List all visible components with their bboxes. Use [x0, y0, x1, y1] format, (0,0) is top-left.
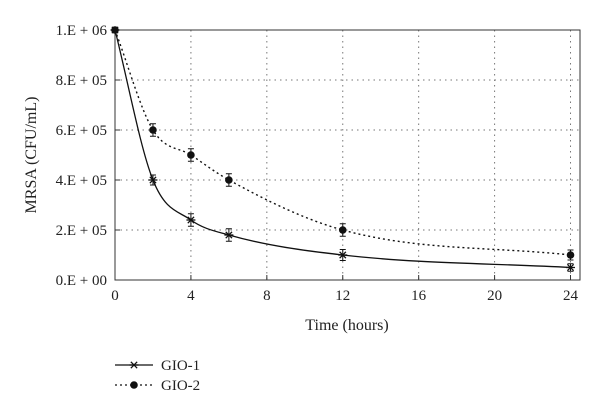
legend: GIO-1 GIO-2 — [115, 358, 200, 394]
data-point-gio-2 — [149, 126, 157, 134]
data-point-gio-2 — [338, 226, 347, 234]
asterisk-stroke — [225, 231, 233, 239]
x-tick-label: 8 — [263, 288, 271, 304]
legend-label-gio-2: GIO-2 — [161, 378, 200, 394]
y-tick-label: 1.E + 06 — [56, 23, 108, 39]
data-point-gio-1 — [338, 251, 348, 259]
x-tick-label: 24 — [563, 288, 579, 304]
y-tick-label: 8.E + 05 — [56, 73, 107, 89]
x-axis: 0 4 8 12 16 20 24 — [111, 275, 579, 304]
asterisk-stroke — [149, 176, 157, 184]
data-point-gio-2 — [566, 251, 575, 259]
legend-marker-gio-1 — [129, 361, 139, 369]
legend-item-gio-2: GIO-2 — [115, 378, 200, 394]
y-axis-label: MRSA (CFU/mL) — [23, 97, 40, 214]
plot-frame — [114, 29, 581, 281]
asterisk-stroke — [339, 251, 347, 259]
y-tick-label: 0.E + 00 — [56, 273, 107, 289]
y-tick-label: 4.E + 05 — [56, 173, 107, 189]
legend-marker-gio-2 — [130, 381, 138, 389]
grid — [115, 29, 580, 280]
x-tick-label: 20 — [487, 288, 502, 304]
data-point-gio-2 — [111, 26, 119, 34]
data-point-gio-1 — [148, 176, 158, 184]
series-line-gio-1 — [114, 29, 571, 269]
y-axis: 0.E + 00 2.E + 05 4.E + 05 6.E + 05 8.E + 05… — [56, 23, 120, 289]
series-layer — [110, 26, 576, 272]
y-tick-label: 6.E + 05 — [56, 123, 107, 139]
asterisk-stroke — [130, 361, 138, 369]
y-tick-label: 2.E + 05 — [56, 223, 107, 239]
data-point-gio-2 — [225, 176, 233, 184]
asterisk-stroke — [187, 216, 195, 224]
x-axis-label: Time (hours) — [305, 317, 388, 334]
x-tick-label: 0 — [111, 288, 119, 304]
legend-item-gio-1: GIO-1 — [115, 358, 200, 374]
data-point-gio-1 — [224, 231, 234, 239]
x-tick-label: 16 — [411, 288, 427, 304]
data-point-gio-1 — [566, 263, 576, 272]
x-tick-label: 4 — [187, 288, 195, 304]
asterisk-stroke — [566, 263, 575, 272]
data-point-gio-1 — [186, 216, 196, 224]
legend-label-gio-1: GIO-1 — [161, 358, 200, 374]
x-tick-label: 12 — [335, 288, 350, 304]
data-point-gio-2 — [187, 151, 195, 159]
